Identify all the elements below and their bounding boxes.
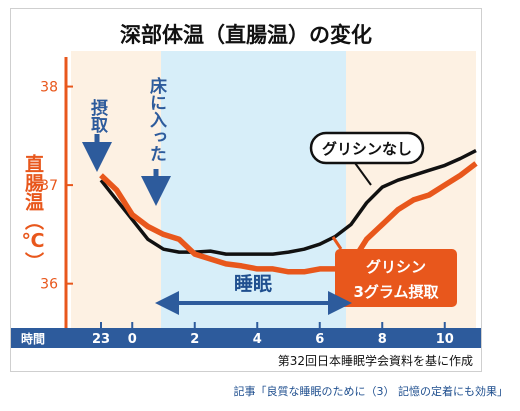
x-axis-bar: [11, 328, 481, 348]
x-tick-label: 2: [190, 332, 199, 347]
sleep-band: [161, 51, 346, 336]
series-line-glycine: [99, 161, 478, 275]
legend-pointer-no-glycine: [354, 162, 372, 186]
x-tick-label: 0: [128, 332, 137, 347]
x-tick-label: 8: [378, 332, 387, 347]
legend-label-glycine-line1: グリシン: [366, 258, 426, 276]
source-note: 第32回日本睡眠学会資料を基に作成: [278, 353, 473, 368]
x-tick-label: 6: [315, 332, 324, 347]
legend-pointer-glycine: [331, 236, 343, 250]
y-ticks: 38 37 36: [40, 80, 73, 293]
chart-svg: 深部体温（直腸温）の変化 38 37 36 直腸温（℃） 摂取 床に入った グリシン…: [11, 23, 481, 368]
x-ticks: 23 0 2 4 6 8 10: [92, 322, 454, 347]
bedtime-label: 床に入った: [146, 76, 167, 162]
series-line-no-glycine: [99, 149, 477, 256]
x-tick-label: 10: [436, 332, 454, 347]
legend-label-no-glycine: グリシンなし: [322, 140, 412, 158]
chart-figure: 深部体温（直腸温）の変化 38 37 36 直腸温（℃） 摂取 床に入った グリシン…: [10, 8, 482, 372]
x-tick-label: 4: [253, 332, 262, 347]
sleep-label: 睡眠: [234, 273, 272, 295]
x-axis-label: 時間: [21, 331, 45, 346]
article-caption: 記事「良質な睡眠のために（3） 記憶の定着にも効果」: [233, 385, 509, 398]
x-tick-label: 23: [92, 332, 110, 347]
y-tick-label: 37: [40, 178, 58, 194]
y-tick-label: 36: [40, 277, 58, 293]
legend-box-no-glycine: [309, 131, 425, 165]
y-tick-label: 38: [40, 80, 58, 96]
y-axis-label: 直腸温（℃）: [22, 153, 44, 271]
chart-title: 深部体温（直腸温）の変化: [120, 23, 372, 47]
legend-label-glycine-line2: 3グラム摂取: [354, 283, 440, 301]
legend-box-glycine: [335, 249, 457, 307]
ingest-label: 摂取: [87, 98, 108, 134]
